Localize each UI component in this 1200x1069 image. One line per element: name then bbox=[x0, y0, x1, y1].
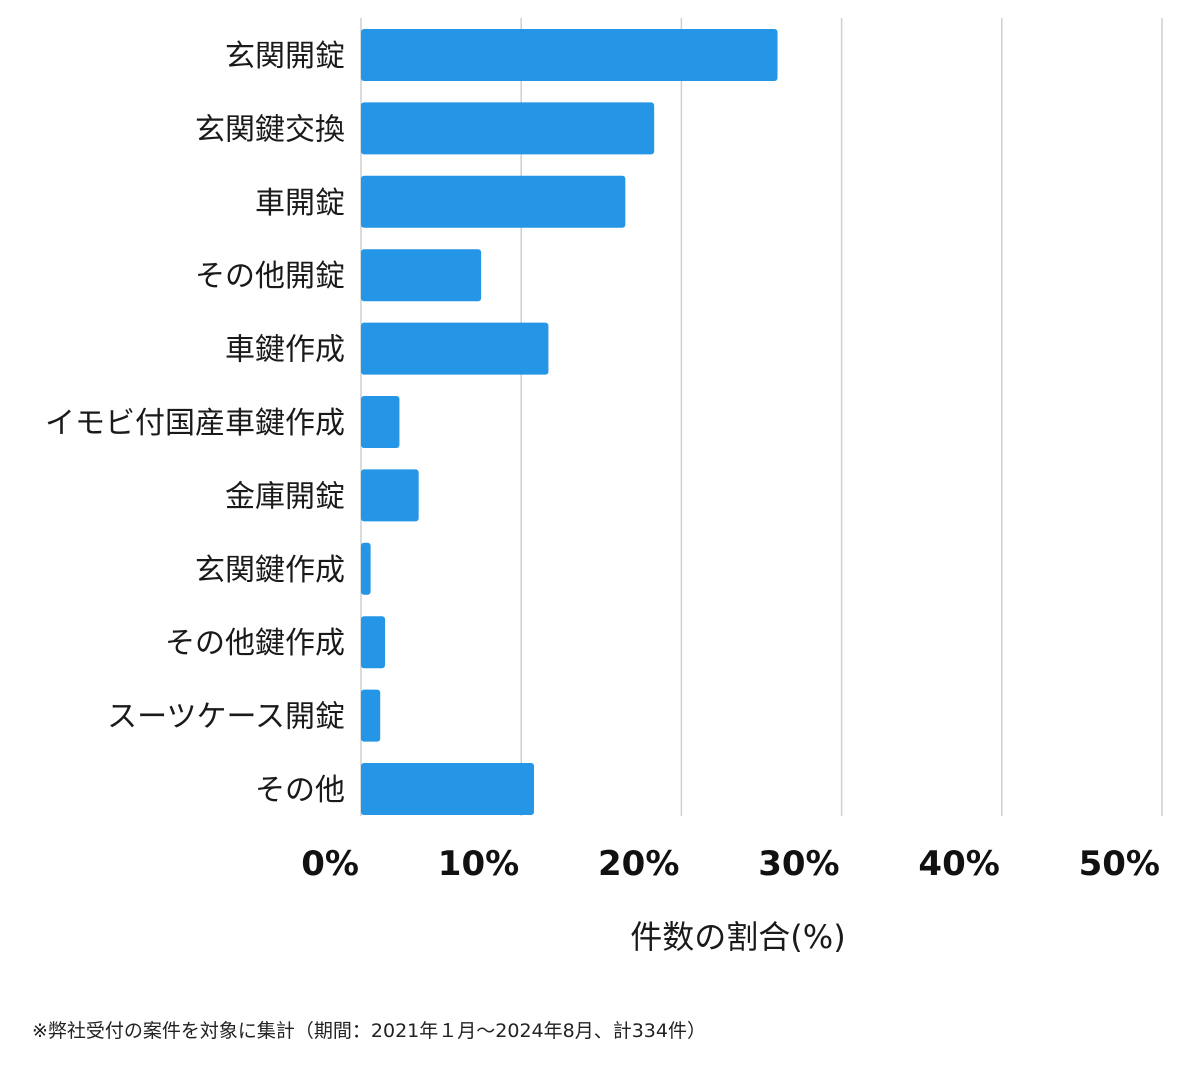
bar bbox=[361, 469, 419, 522]
category-label: スーツケース開錠 bbox=[107, 700, 345, 735]
x-axis-title: 件数の割合(%) bbox=[630, 918, 845, 956]
category-label: 車開錠 bbox=[255, 186, 345, 221]
category-label: その他開錠 bbox=[195, 259, 345, 294]
x-tick-label: 40% bbox=[918, 844, 999, 884]
footnote: ※弊社受付の案件を対象に集計（期間：2021年１月〜2024年8月、計334件） bbox=[32, 1020, 706, 1042]
category-labels: 玄関開錠玄関鍵交換車開錠その他開錠車鍵作成イモビ付国産車鍵作成金庫開錠玄関鍵作成… bbox=[45, 39, 345, 808]
bar bbox=[361, 249, 482, 302]
bar bbox=[361, 102, 655, 155]
x-tick-label: 30% bbox=[758, 844, 839, 884]
bar bbox=[361, 689, 381, 742]
bar bbox=[361, 322, 549, 375]
bars bbox=[361, 29, 778, 815]
x-tick-labels: 0% 10% 20% 30% 40% 50% bbox=[301, 844, 1160, 884]
x-tick-label: 20% bbox=[598, 844, 679, 884]
x-tick-label: 10% bbox=[438, 844, 519, 884]
bar bbox=[361, 542, 371, 595]
category-label: 玄関開錠 bbox=[225, 39, 345, 74]
x-tick-label: 0% bbox=[301, 844, 359, 884]
category-label: 金庫開錠 bbox=[225, 479, 345, 514]
category-label: 車鍵作成 bbox=[225, 333, 345, 368]
bar bbox=[361, 175, 626, 228]
bar bbox=[361, 616, 386, 669]
bar bbox=[361, 763, 535, 815]
category-label: その他 bbox=[255, 773, 345, 808]
category-label: イモビ付国産車鍵作成 bbox=[45, 406, 345, 441]
category-label: 玄関鍵作成 bbox=[195, 553, 345, 588]
category-label: その他鍵作成 bbox=[165, 626, 345, 661]
category-label: 玄関鍵交換 bbox=[195, 112, 345, 147]
x-tick-label: 50% bbox=[1079, 844, 1160, 884]
bar bbox=[361, 29, 778, 81]
bar bbox=[361, 396, 400, 448]
